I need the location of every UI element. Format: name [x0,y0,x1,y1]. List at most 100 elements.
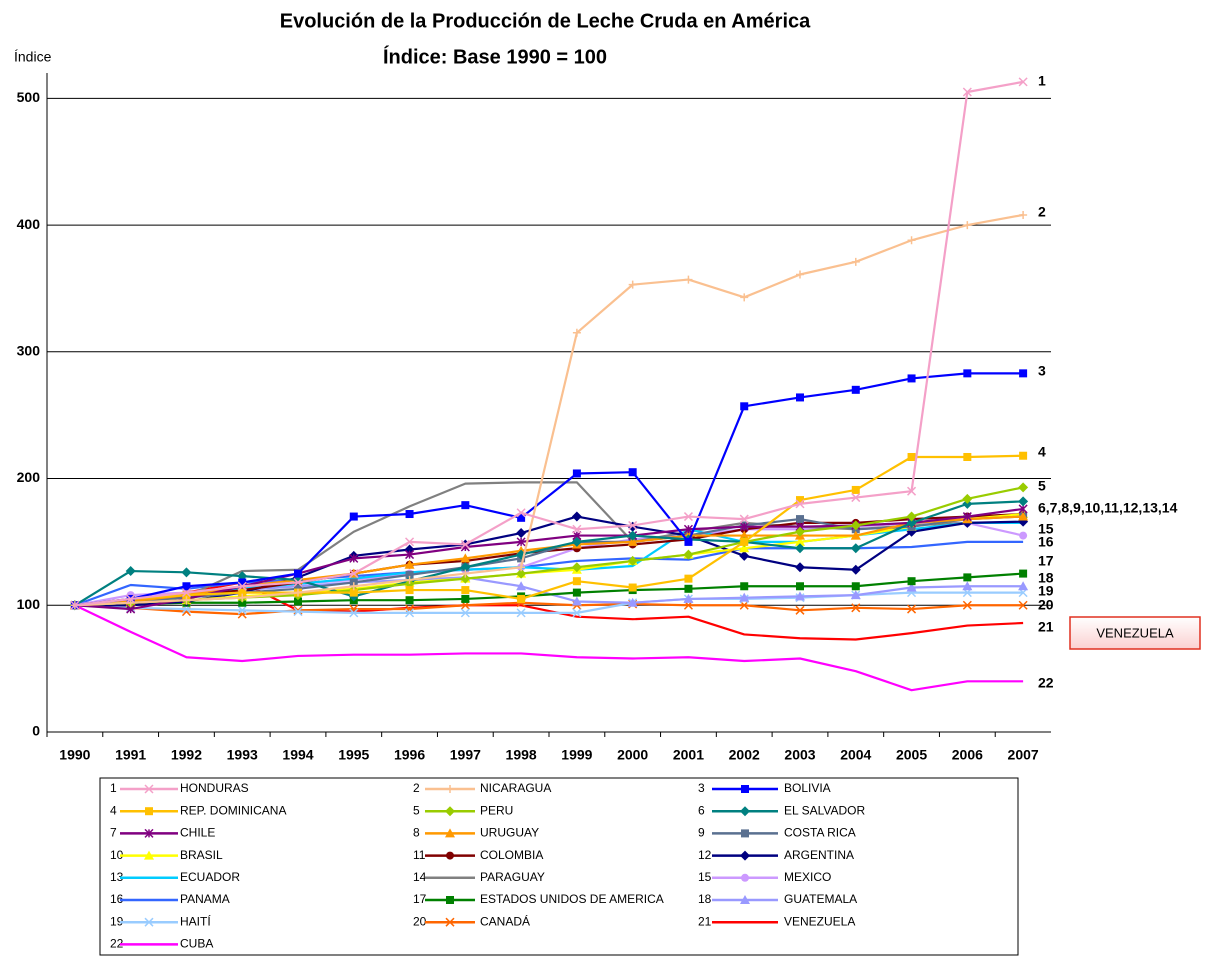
legend-number: 1 [110,781,117,795]
marker [572,328,581,337]
legend-label: GUATEMALA [784,892,857,906]
marker [627,597,638,607]
marker [906,582,917,592]
marker [628,468,637,477]
series-line [74,372,1024,607]
marker [684,537,693,546]
marker [741,785,749,793]
marker [144,850,154,860]
legend-number: 6 [698,803,705,817]
series-line [74,572,1024,607]
legend-box [99,777,1019,956]
end-label: 22 [1038,675,1054,691]
legend-label: URUGUAY [480,826,539,840]
marker [294,569,302,578]
marker [906,511,917,522]
marker [684,574,693,583]
marker [182,591,191,600]
x-tick-label: 1996 [394,747,425,763]
x-tick-label: 1990 [59,747,90,763]
marker [851,493,861,503]
marker [627,555,638,566]
legend-label: HAITÍ [180,913,211,928]
marker [683,593,694,603]
marker [349,553,359,563]
marker [739,530,750,540]
marker [850,543,861,554]
marker [445,917,455,927]
marker [571,536,582,547]
marker [572,608,582,618]
legend-label: REP. DOMINICANA [180,803,286,817]
marker [795,543,805,554]
marker [796,582,804,591]
legend-number: 10 [110,848,124,862]
marker [461,569,470,578]
marker [144,784,154,794]
marker [460,573,471,584]
legend-number: 17 [413,892,427,906]
end-label: 4 [1038,444,1046,460]
marker [294,588,302,597]
marker [851,582,860,591]
series [70,77,1028,610]
marker [739,522,749,532]
marker [460,608,470,618]
marker [516,608,526,618]
marker [850,590,861,600]
callout-text: VENEZUELA [1096,625,1174,640]
legend-label: EL SALVADOR [784,803,865,817]
marker [796,270,804,279]
marker [906,517,917,528]
y-tick-label: 300 [17,343,41,359]
marker [445,828,455,838]
marker [962,581,973,591]
marker [1018,511,1029,521]
series [70,210,1028,610]
legend-label: NICARAGUA [480,781,551,795]
marker [683,512,693,522]
marker [795,536,805,546]
series-line [74,604,1024,692]
chart-subtitle: Índice: Base 1990 = 100 [383,45,607,68]
end-label: 5 [1038,478,1046,494]
legend-number: 4 [110,803,117,817]
legend-label: ESTADOS UNIDOS DE AMERICA [480,892,664,906]
marker [181,588,191,598]
marker [70,600,80,610]
marker [627,530,638,541]
end-label: 3 [1038,363,1046,379]
marker [516,508,526,518]
marker [293,605,303,615]
marker [850,564,861,575]
marker [516,528,527,539]
marker [572,577,581,586]
marker [405,575,414,584]
marker [145,807,153,816]
legend-label: MEXICO [784,870,831,884]
marker [144,917,154,927]
marker [571,596,582,606]
marker [740,850,750,861]
marker [741,829,749,838]
marker [238,593,247,602]
x-tick-label: 2000 [617,747,648,763]
legend-label: ARGENTINA [784,848,854,862]
marker [739,543,750,553]
end-label: 18 [1038,570,1054,586]
marker [445,806,455,817]
marker [516,537,526,547]
marker [1018,496,1029,507]
marker [126,598,135,607]
legend-number: 11 [413,848,426,862]
marker [740,537,749,546]
marker [572,469,581,478]
series-line [74,601,1024,616]
marker [683,549,694,560]
marker [962,493,973,504]
marker [461,501,470,510]
marker [795,605,805,615]
marker [739,514,749,524]
marker [851,257,860,266]
marker [741,873,749,882]
